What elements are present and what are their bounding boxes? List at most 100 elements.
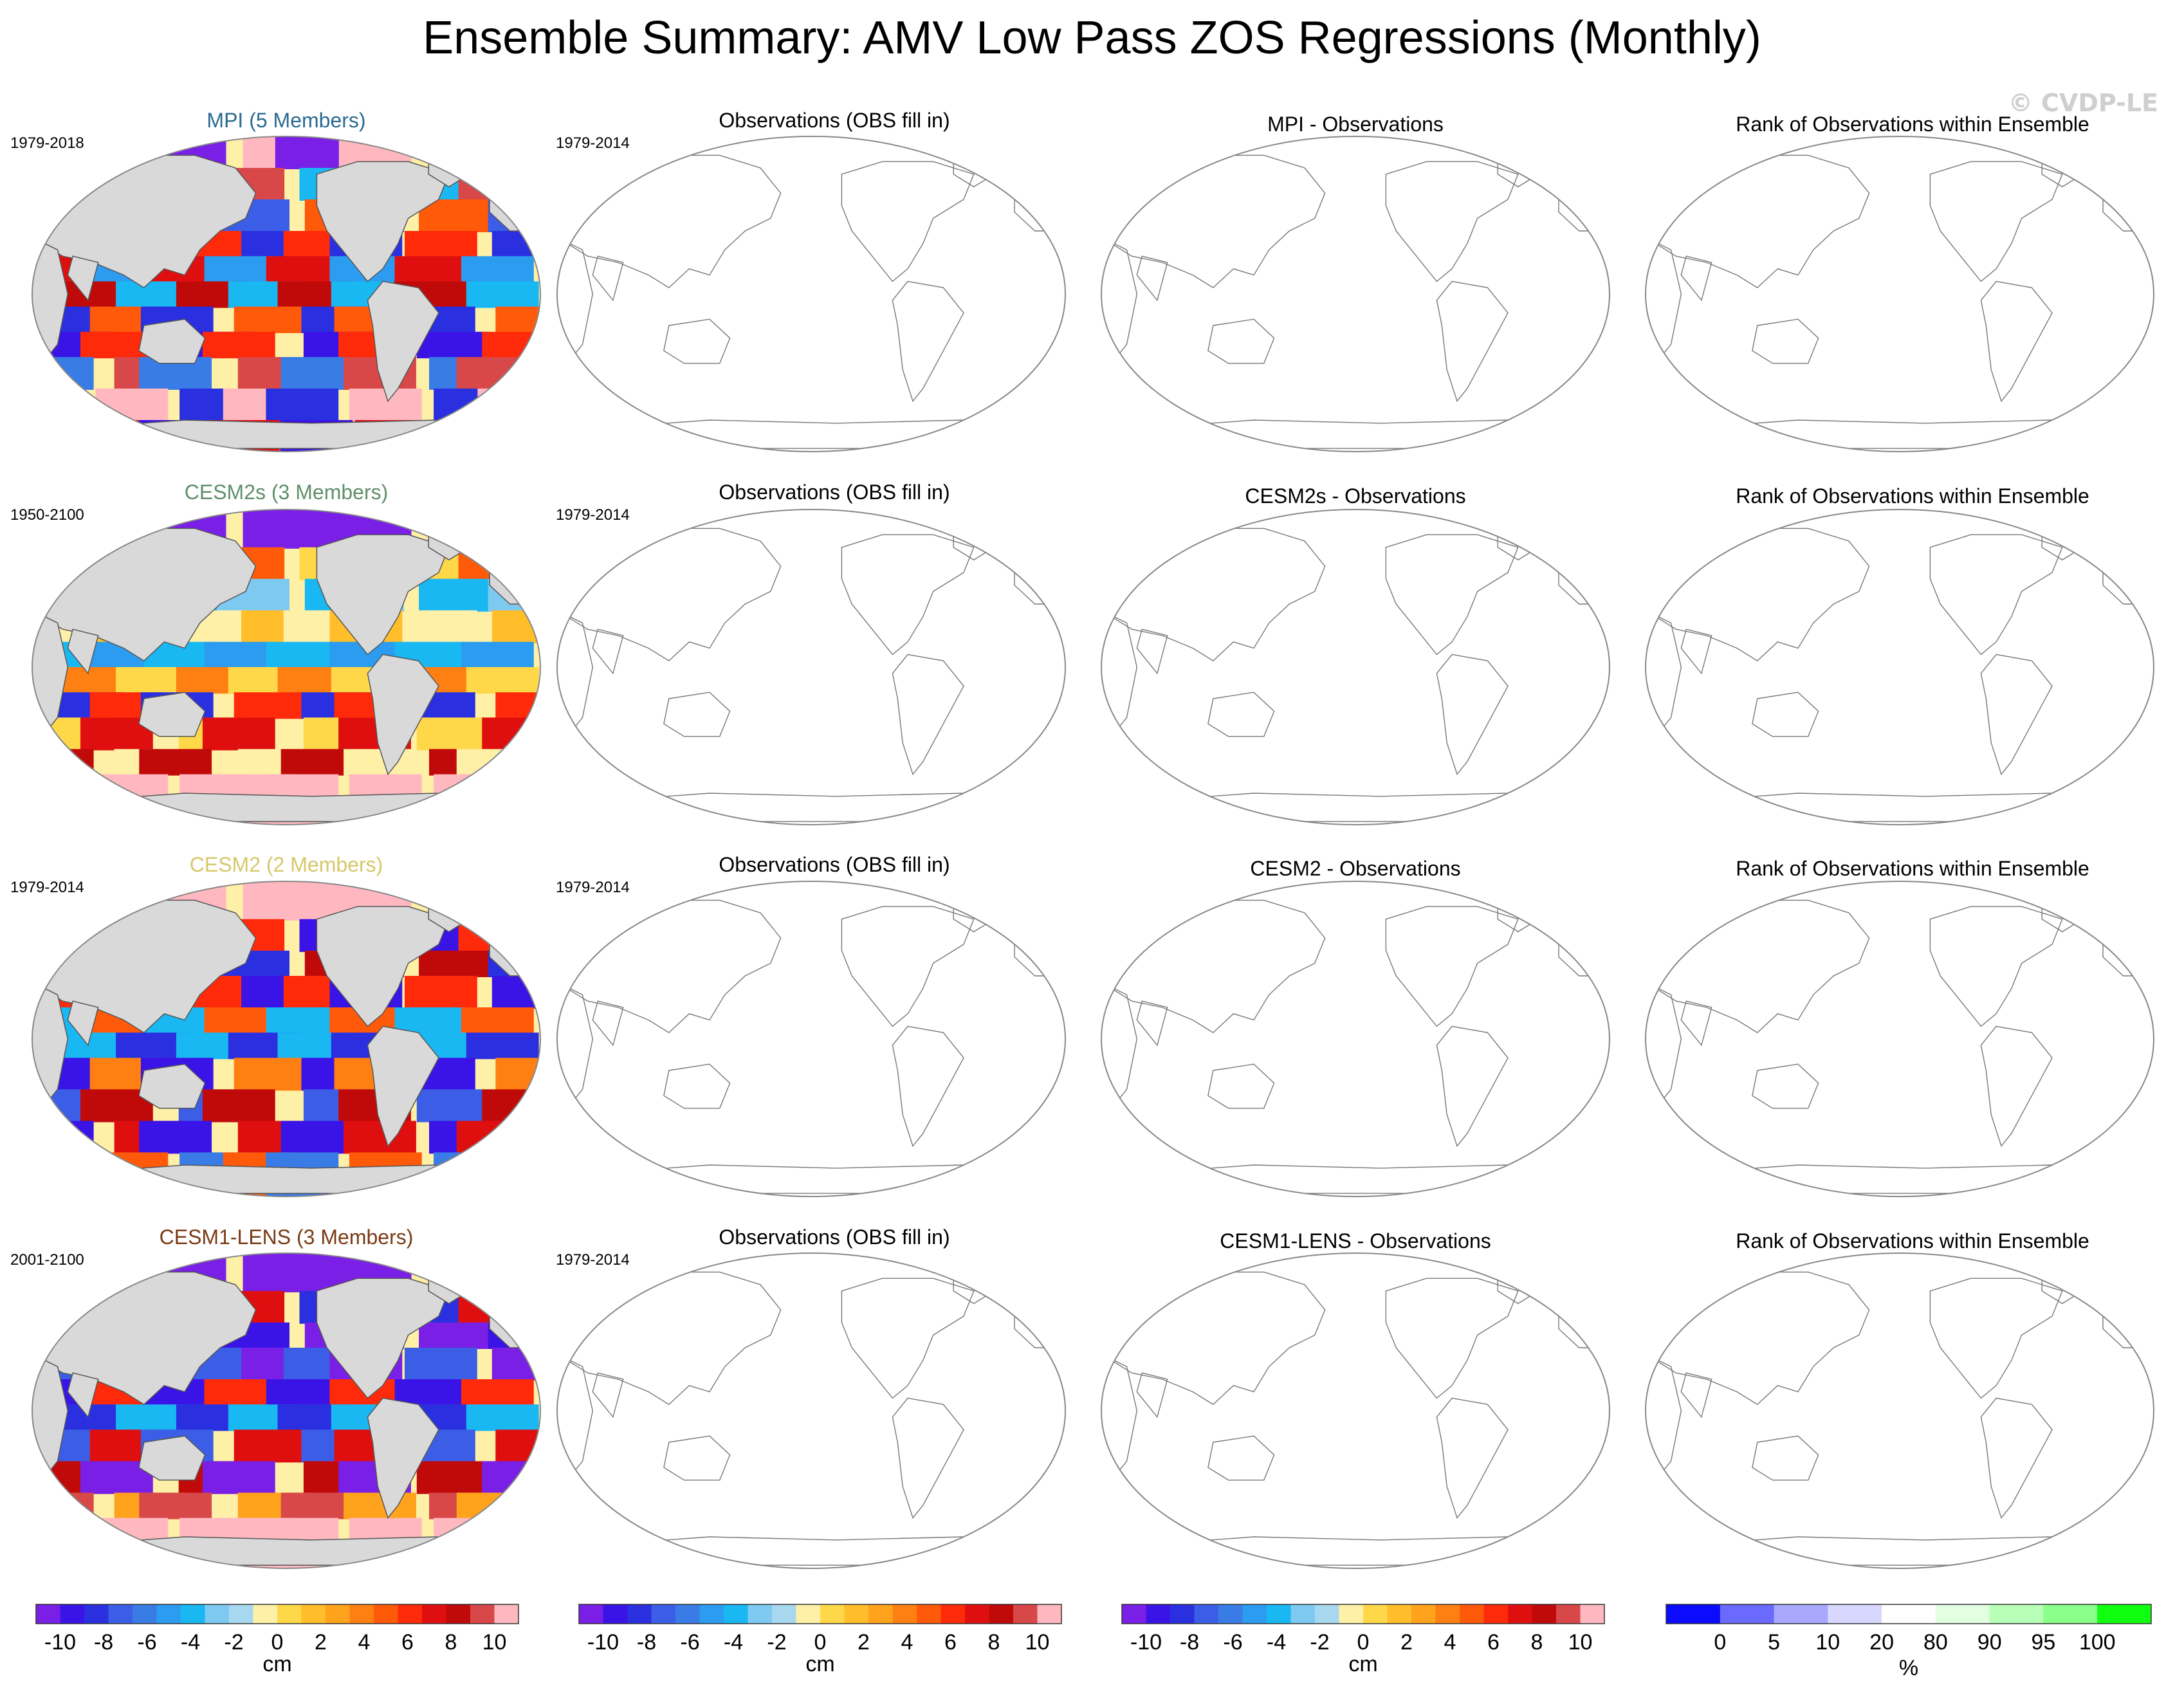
coastline-africa (557, 981, 594, 1109)
colorbar-swatch (627, 1604, 652, 1624)
coastline-greenland (1497, 893, 1550, 933)
colorbar-unit: cm (805, 1652, 834, 1676)
empty-map-panel (556, 881, 1066, 1197)
colorbar-tick-label: -8 (94, 1630, 113, 1655)
rank-panel-title: Rank of Observations within Ensemble (1736, 1229, 2089, 1252)
zos-field-cell (139, 1492, 212, 1519)
zos-field-cell (266, 389, 339, 421)
colorbar-swatch (133, 1604, 157, 1624)
colorbar-unit: cm (262, 1652, 291, 1676)
zos-field-cell (471, 509, 540, 549)
empty-map-panel (1101, 881, 1610, 1197)
land-namerica (316, 1278, 450, 1399)
coastline-europe (1558, 1290, 1610, 1348)
coastline-antarctica (1125, 419, 1586, 449)
coastline-antarctica (581, 793, 1042, 822)
coastline-asia (1655, 1271, 1870, 1406)
land-africa (32, 981, 69, 1109)
colorbar-swatch (301, 1604, 326, 1624)
figure-title: Ensemble Summary: AMV Low Pass ZOS Regre… (423, 12, 1761, 64)
zos-field-cell (477, 1152, 540, 1197)
coastline-namerica (1929, 906, 2063, 1027)
coastline-samerica (1980, 1025, 2053, 1148)
colorbar-tick-label: 4 (901, 1630, 913, 1655)
land-africa (32, 609, 69, 737)
coastline-europe (2102, 174, 2154, 232)
colorbar-swatch (422, 1604, 446, 1624)
coastline-europe (1558, 174, 1610, 232)
colorbar-tick-label: 8 (988, 1630, 1000, 1655)
coastline-asia (1655, 899, 1870, 1034)
rank-panel-title: Rank of Observations within Ensemble (1736, 484, 2089, 508)
zos-field-cell (394, 1379, 468, 1406)
zos-field-cell (266, 1379, 339, 1406)
coastline-samerica (1436, 280, 1509, 403)
colorbar-swatch (579, 1604, 603, 1624)
coastline-samerica (1436, 1397, 1509, 1519)
colorbar-swatch (748, 1604, 773, 1624)
zos-field-cell (456, 749, 529, 776)
zos-field-cell (234, 692, 307, 719)
zos-field-cell (495, 692, 540, 719)
zos-field-cell (456, 1492, 529, 1519)
coastline-antarctica (1669, 419, 2130, 449)
zos-field-cell (32, 420, 94, 452)
colorbar-swatch (1532, 1604, 1557, 1624)
land-australia (138, 1435, 206, 1481)
zos-field-cell (466, 667, 539, 694)
colorbar-swatch (820, 1604, 845, 1624)
colorbar-swatch (1508, 1604, 1532, 1624)
coastline-namerica (1929, 161, 2063, 282)
coastline-namerica (841, 534, 975, 656)
colorbar-tick-label: 10 (1815, 1630, 1840, 1655)
colorbar-tick-label: -4 (724, 1630, 743, 1655)
zos-field-cell (280, 1492, 354, 1519)
land-antarctica (56, 793, 517, 822)
zos-field-cell (416, 1089, 490, 1123)
land-africa (32, 1353, 69, 1481)
empty-map-panel (556, 136, 1066, 452)
land-samerica (367, 280, 439, 403)
coastline-africa (1101, 1353, 1138, 1481)
colorbar-tick-label: -4 (1267, 1630, 1286, 1655)
colorbar-swatch (1037, 1604, 1062, 1624)
zos-field-cell (280, 357, 354, 390)
land-australia (138, 1063, 206, 1109)
colorbar-swatch (724, 1604, 748, 1624)
coastline-australia (1207, 1435, 1275, 1481)
coastline-greenland (953, 521, 1005, 561)
coastline-india (592, 255, 624, 302)
coastline-europe (1558, 547, 1610, 605)
model-map-panel (32, 136, 541, 452)
coastline-asia (1111, 1271, 1326, 1406)
colorbar-unit: cm (1348, 1652, 1377, 1676)
coastline-asia (567, 154, 782, 289)
coastline-europe (1014, 547, 1065, 605)
colorbar-swatch (1315, 1604, 1339, 1624)
zos-field-cell (32, 1518, 85, 1568)
coastline-greenland (1497, 521, 1550, 561)
watermark: © CVDP-LE (2008, 89, 2158, 117)
zos-field-cell (477, 1518, 540, 1568)
land-india (67, 1372, 99, 1418)
obs-panel-title: Observations (OBS fill in) (719, 109, 950, 132)
zos-field-cell (466, 1032, 539, 1060)
colorbar-swatch (1411, 1604, 1436, 1624)
diff-panel-title: CESM2 - Observations (1250, 857, 1460, 880)
zos-field-cell (405, 231, 477, 258)
coastline-asia (567, 899, 782, 1034)
coastline-africa (557, 609, 594, 737)
zos-field-cell (461, 256, 534, 283)
zos-field-cell (266, 641, 339, 668)
zos-field-cell (234, 1058, 307, 1091)
colorbar-swatch (229, 1604, 253, 1624)
model-period: 1979-2018 (10, 134, 84, 152)
coastline-europe (1014, 919, 1065, 977)
colorbar-tick-label: 5 (1768, 1630, 1780, 1655)
colorbar-swatch (796, 1604, 821, 1624)
zos-field-cell (419, 950, 491, 977)
colorbar-swatch (108, 1604, 133, 1624)
colorbar-swatch (1556, 1604, 1581, 1624)
colorbar-swatch (1483, 1604, 1509, 1624)
coastline-samerica (892, 654, 964, 776)
